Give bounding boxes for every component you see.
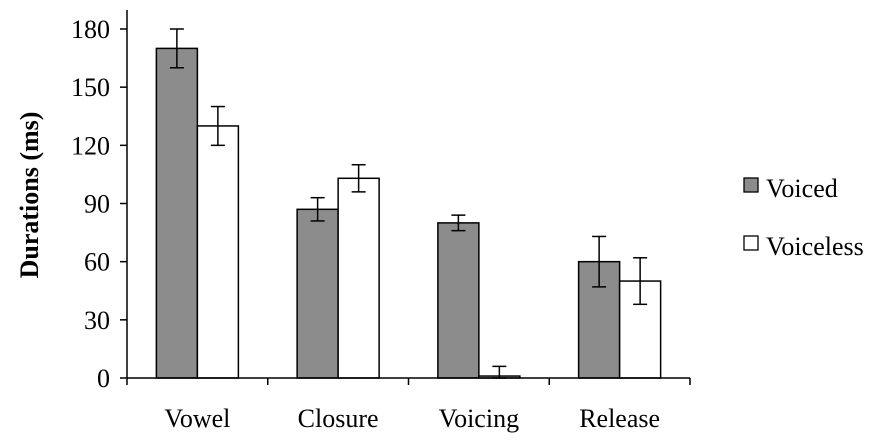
bar-voiceless-vowel: [196, 125, 240, 379]
legend-label-voiced: Voiced: [766, 174, 838, 203]
legend-swatch-voiceless: [743, 235, 759, 251]
legend: Voiced Voiceless: [743, 174, 864, 261]
bar-voiced-closure: [296, 208, 339, 379]
legend-label-voiceless: Voiceless: [766, 232, 864, 261]
legend-swatch-voiced: [743, 177, 759, 193]
bar-voiced-voicing: [437, 222, 480, 379]
y-tick-label: 120: [71, 131, 110, 160]
bar-voiceless-closure: [337, 177, 380, 379]
y-tick-label: 0: [97, 364, 110, 393]
bar-voiced-vowel: [155, 47, 199, 379]
x-category-label: Release: [579, 404, 660, 433]
x-category-label: Voicing: [439, 404, 519, 433]
y-tick-label: 60: [84, 248, 110, 277]
x-labels-layer: Vowel Closure Voicing Release: [126, 378, 691, 433]
x-category-label: Vowel: [164, 404, 230, 433]
x-category-label: Closure: [298, 404, 379, 433]
y-axis-title: Durations (ms): [15, 112, 44, 279]
error-bars-layer: [169, 28, 648, 379]
y-tick-label: 180: [71, 15, 110, 44]
y-tick-label: 150: [71, 73, 110, 102]
y-tick-label: 90: [84, 190, 110, 219]
y-tick-label: 30: [84, 306, 110, 335]
y-ticks-layer: 0 30 60 90 120 150 180: [71, 15, 127, 393]
bars-layer: [155, 47, 662, 379]
